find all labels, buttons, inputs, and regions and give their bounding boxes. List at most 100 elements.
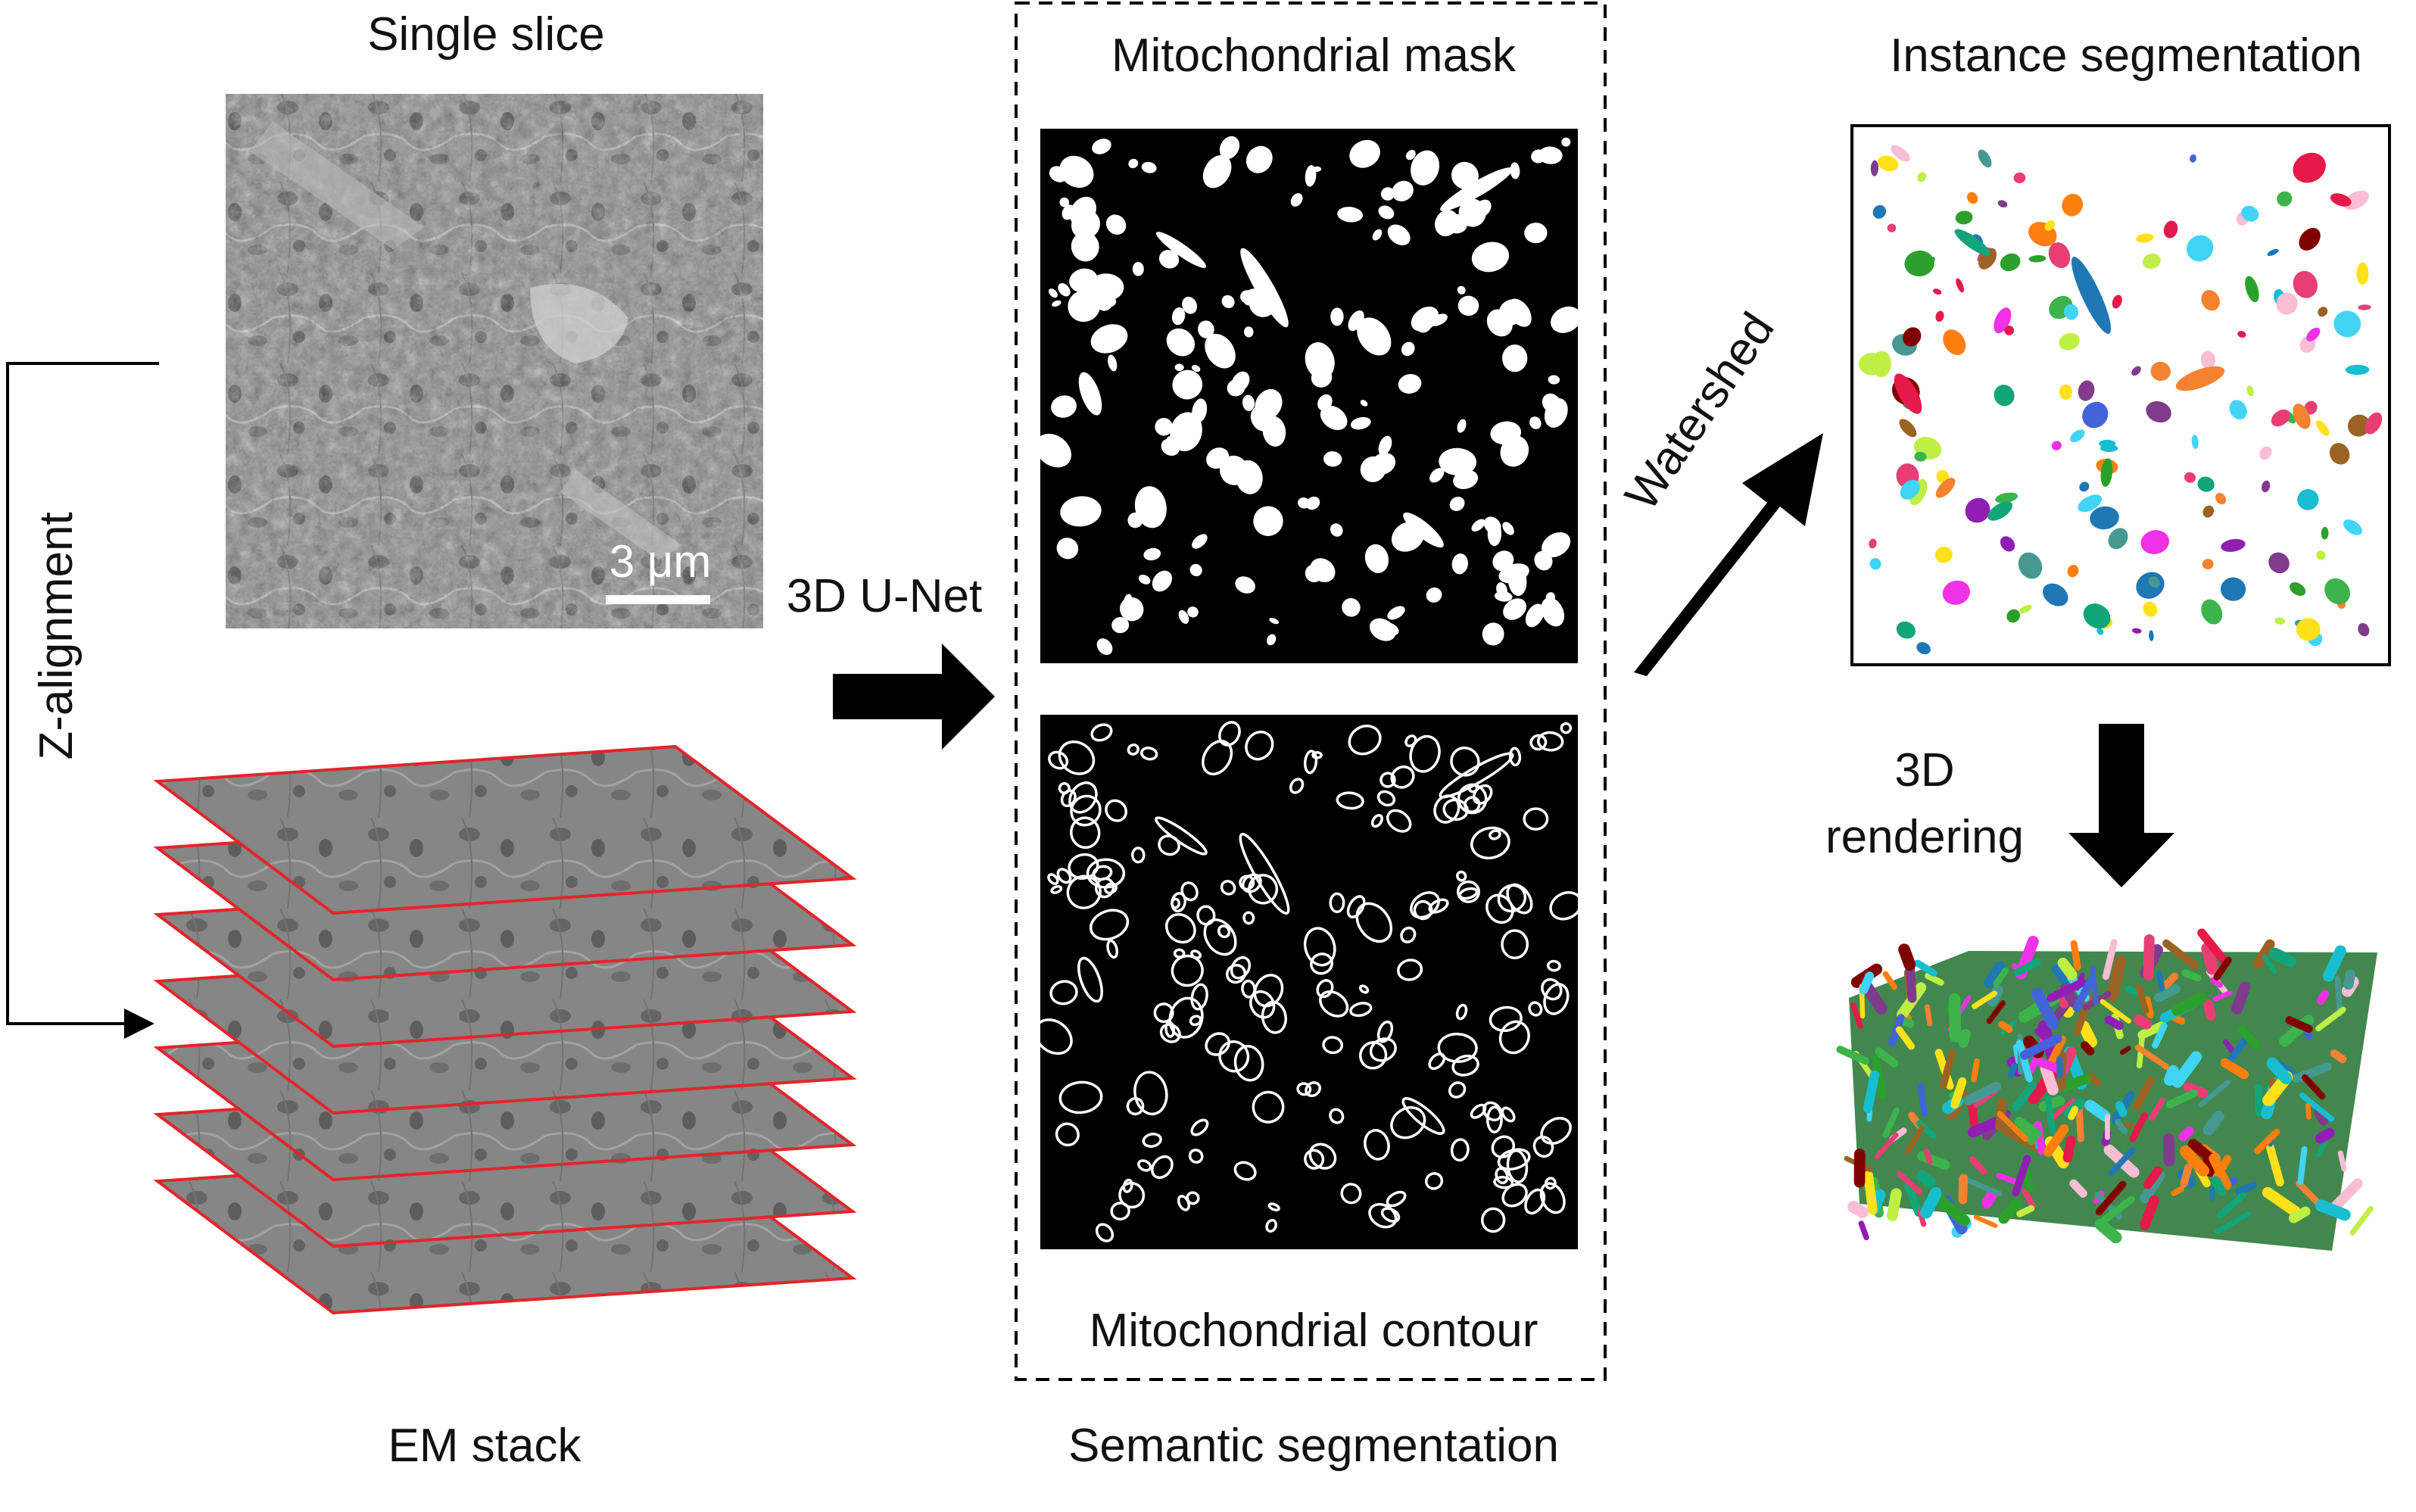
rendered-mitochondrion bbox=[2094, 1218, 2122, 1244]
instance-blob bbox=[2048, 242, 2071, 269]
mito-mask-blob bbox=[1161, 438, 1180, 456]
em-stack bbox=[153, 744, 857, 1315]
instance-blob bbox=[2136, 233, 2154, 243]
rendered-mitochondrion bbox=[1963, 1081, 2002, 1105]
rendered-mitochondrion bbox=[1967, 1116, 2003, 1138]
mito-contour-outline bbox=[1265, 1218, 1278, 1233]
mito-contour-outline bbox=[1489, 1005, 1523, 1033]
mito-mask-blob bbox=[1205, 333, 1236, 369]
mito-contour-outline bbox=[1493, 1176, 1514, 1189]
rendered-mitochondrion bbox=[1847, 1201, 1869, 1218]
rendered-mitochondrion bbox=[2016, 1205, 2035, 1217]
rendered-mitochondrion bbox=[2034, 1121, 2047, 1155]
rendered-mitochondrion bbox=[2210, 977, 2223, 988]
mito-mask-blob bbox=[1255, 388, 1283, 420]
instance-blob bbox=[2096, 628, 2104, 635]
mito-mask-blob bbox=[1529, 416, 1542, 429]
mito-contour-outline bbox=[1296, 1082, 1312, 1096]
rendering-label-line2: rendering bbox=[1825, 811, 2024, 863]
unet-arrow bbox=[833, 644, 995, 750]
rendered-mitochondrion bbox=[1916, 1170, 1936, 1188]
rendered-mitochondrion bbox=[2171, 1051, 2202, 1088]
mito-contour-outline bbox=[1308, 1143, 1337, 1170]
rendered-mitochondrion bbox=[1887, 1188, 1902, 1221]
instance-blob bbox=[1914, 451, 1927, 462]
rendered-mitochondrion bbox=[2057, 957, 2078, 980]
mito-contour-outline bbox=[1348, 725, 1382, 756]
mito-mask-blob bbox=[1235, 460, 1263, 494]
rendered-mitochondrion bbox=[2140, 1195, 2159, 1230]
instance-blob bbox=[1903, 327, 1922, 347]
mito-mask-blob bbox=[1058, 283, 1071, 297]
mito-contour-outline bbox=[1560, 722, 1573, 734]
rendered-mitochondrion bbox=[2134, 1044, 2170, 1070]
instance-blob bbox=[2221, 538, 2246, 552]
mito-contour-outline bbox=[1409, 734, 1441, 773]
rendered-mitochondrion bbox=[2316, 1139, 2328, 1158]
mito-mask-blob bbox=[1449, 496, 1465, 512]
rendered-mitochondrion bbox=[1858, 1221, 1869, 1241]
mito-mask-blob bbox=[1192, 398, 1208, 423]
mito-mask-blob bbox=[1078, 372, 1102, 416]
mito-mask-blob bbox=[1471, 519, 1485, 532]
mito-mask-blob bbox=[1152, 570, 1173, 592]
mito-contour-outline bbox=[1180, 881, 1199, 902]
rendered-mitochondrion bbox=[2315, 1199, 2351, 1221]
mito-contour-outline bbox=[1033, 1018, 1073, 1055]
rendered-mitochondrion bbox=[1998, 1021, 2013, 1033]
mito-contour-outline bbox=[1364, 1129, 1390, 1161]
instance-blob bbox=[1896, 621, 1916, 639]
rendered-mitochondrion bbox=[2231, 981, 2251, 1015]
mito-contour-outline bbox=[1450, 747, 1480, 777]
mito-contour-outline bbox=[1202, 740, 1233, 776]
instance-blob bbox=[2175, 366, 2225, 391]
mito-mask-blob bbox=[1350, 416, 1371, 430]
mito-mask-blob bbox=[1435, 210, 1459, 237]
instance-blob bbox=[2267, 248, 2279, 257]
rendered-mitochondrion bbox=[2104, 1015, 2124, 1030]
mito-mask-blob bbox=[1330, 523, 1343, 537]
mito-mask-blob bbox=[1471, 242, 1510, 273]
instance-blob bbox=[2100, 444, 2118, 452]
rendered-mitochondrion bbox=[2209, 1186, 2215, 1202]
rendered-mitochondrion bbox=[2201, 942, 2218, 975]
instance-blob bbox=[2306, 327, 2321, 341]
rendered-mitochondrion bbox=[2180, 1146, 2210, 1177]
instance-blob bbox=[2297, 488, 2319, 510]
mito-mask-blob bbox=[1405, 149, 1416, 161]
rendered-mitochondrion bbox=[1882, 971, 1897, 990]
mito-contour-outline bbox=[1253, 974, 1284, 1008]
rendered-mitochondrion bbox=[2197, 928, 2228, 964]
mito-mask-blob bbox=[1221, 295, 1235, 308]
mito-mask-blob bbox=[1090, 324, 1128, 354]
instance-blob bbox=[2062, 193, 2084, 217]
rendered-mitochondrion bbox=[2211, 1176, 2227, 1196]
mito-mask-image bbox=[1035, 129, 1582, 663]
mito-contour-outline bbox=[1390, 1106, 1426, 1139]
rendered-mitochondrion bbox=[2202, 1111, 2224, 1136]
mito-contour-outline bbox=[1089, 909, 1130, 941]
rendered-mitochondrion bbox=[2262, 954, 2277, 974]
rendered-mitochondrion bbox=[2225, 1031, 2252, 1066]
z-alignment-label: Z-alignment bbox=[30, 512, 83, 759]
mito-contour-outline bbox=[1523, 807, 1549, 831]
instance-blob bbox=[2296, 618, 2321, 641]
semantic-segmentation-box bbox=[1015, 2, 1607, 1381]
instance-blob bbox=[2150, 361, 2171, 382]
mito-mask-blob bbox=[1172, 369, 1203, 400]
mito-mask-blob bbox=[1269, 618, 1280, 625]
mito-mask-blob bbox=[1051, 395, 1077, 418]
rendered-mitochondrion bbox=[2212, 990, 2233, 1002]
mito-contour-outline bbox=[1433, 794, 1461, 824]
mito-contour-outline bbox=[1451, 1054, 1479, 1077]
rendered-mitochondrion bbox=[2171, 1186, 2184, 1196]
mito-contour-outline bbox=[1142, 1133, 1162, 1148]
mito-mask-blob bbox=[1370, 453, 1396, 475]
mito-contour-outline bbox=[1546, 959, 1561, 972]
instance-blob bbox=[2276, 292, 2298, 315]
mito-contour-outline bbox=[1289, 778, 1305, 794]
mito-mask-blob bbox=[1494, 591, 1513, 602]
mito-contour-outline bbox=[1188, 1149, 1204, 1164]
instance-blob bbox=[2261, 480, 2271, 493]
